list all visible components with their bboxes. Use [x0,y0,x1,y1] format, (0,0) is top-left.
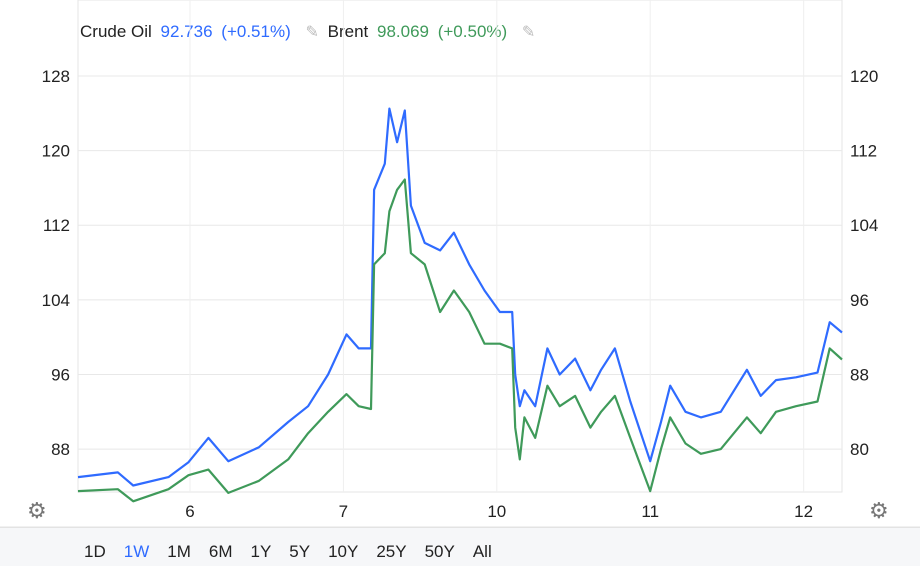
legend-brent-value: 98.069 [376,22,429,41]
range-button-25y[interactable]: 25Y [376,542,407,561]
right-tick-label: 112 [850,142,877,161]
right-tick-label: 104 [850,216,878,235]
right-tick-label: 88 [850,365,869,384]
right-tick-label: 96 [850,291,869,310]
range-button-1y[interactable]: 1Y [250,542,272,561]
x-tick-label: 7 [339,502,348,521]
series-line-crude-oil [77,107,843,487]
range-button-50y[interactable]: 50Y [424,542,455,561]
series-line-brent [77,178,843,503]
edit-brent-pencil-icon[interactable]: ✎ [521,24,536,41]
right-axis-settings-gear-icon[interactable]: ⚙ [869,498,889,523]
range-buttons: 1D 1W 1M 6M 1Y 5Y 10Y 25Y 50Y All [84,542,510,562]
legend-brent-name: Brent [327,22,369,41]
range-button-1d[interactable]: 1D [84,542,106,561]
right-tick-label: 120 [850,67,878,86]
range-button-1m[interactable]: 1M [167,542,191,561]
right-tick-label: 80 [850,440,869,459]
price-chart[interactable]: 88 80 96 88 104 96 112 104 120 112 128 120 6 7 10 11 12 [0,0,920,527]
plot-frame [77,0,843,493]
edit-crude-pencil-icon[interactable]: ✎ [305,24,319,41]
x-tick-label: 10 [487,502,506,521]
left-axis-settings-gear-icon[interactable]: ⚙ [27,498,47,523]
legend-crude-name: Crude Oil [80,22,152,41]
legend-brent-change: (+0.50%) [437,22,508,41]
legend-crude-value: 92.736 [160,22,213,41]
left-tick-label: 128 [42,67,70,86]
left-tick-label: 120 [42,142,70,161]
left-tick-label: 112 [43,216,70,235]
left-tick-label: 96 [51,365,70,384]
legend-crude-change: (+0.51%) [221,22,291,41]
x-tick-label: 12 [794,502,813,521]
range-button-10y[interactable]: 10Y [328,542,359,561]
x-tick-label: 11 [641,502,659,521]
range-button-6m[interactable]: 6M [208,542,233,561]
range-selector-bar: 1D 1W 1M 6M 1Y 5Y 10Y 25Y 50Y All [0,527,920,566]
left-tick-label: 88 [51,440,70,459]
range-button-1w[interactable]: 1W [123,542,150,561]
left-tick-label: 104 [42,291,70,310]
x-tick-label: 6 [185,502,194,521]
range-button-5y[interactable]: 5Y [289,542,311,561]
chart-legend: Crude Oil 92.736 (+0.51%) ✎ Brent 98.069… [80,22,539,42]
range-button-all[interactable]: All [472,542,492,561]
